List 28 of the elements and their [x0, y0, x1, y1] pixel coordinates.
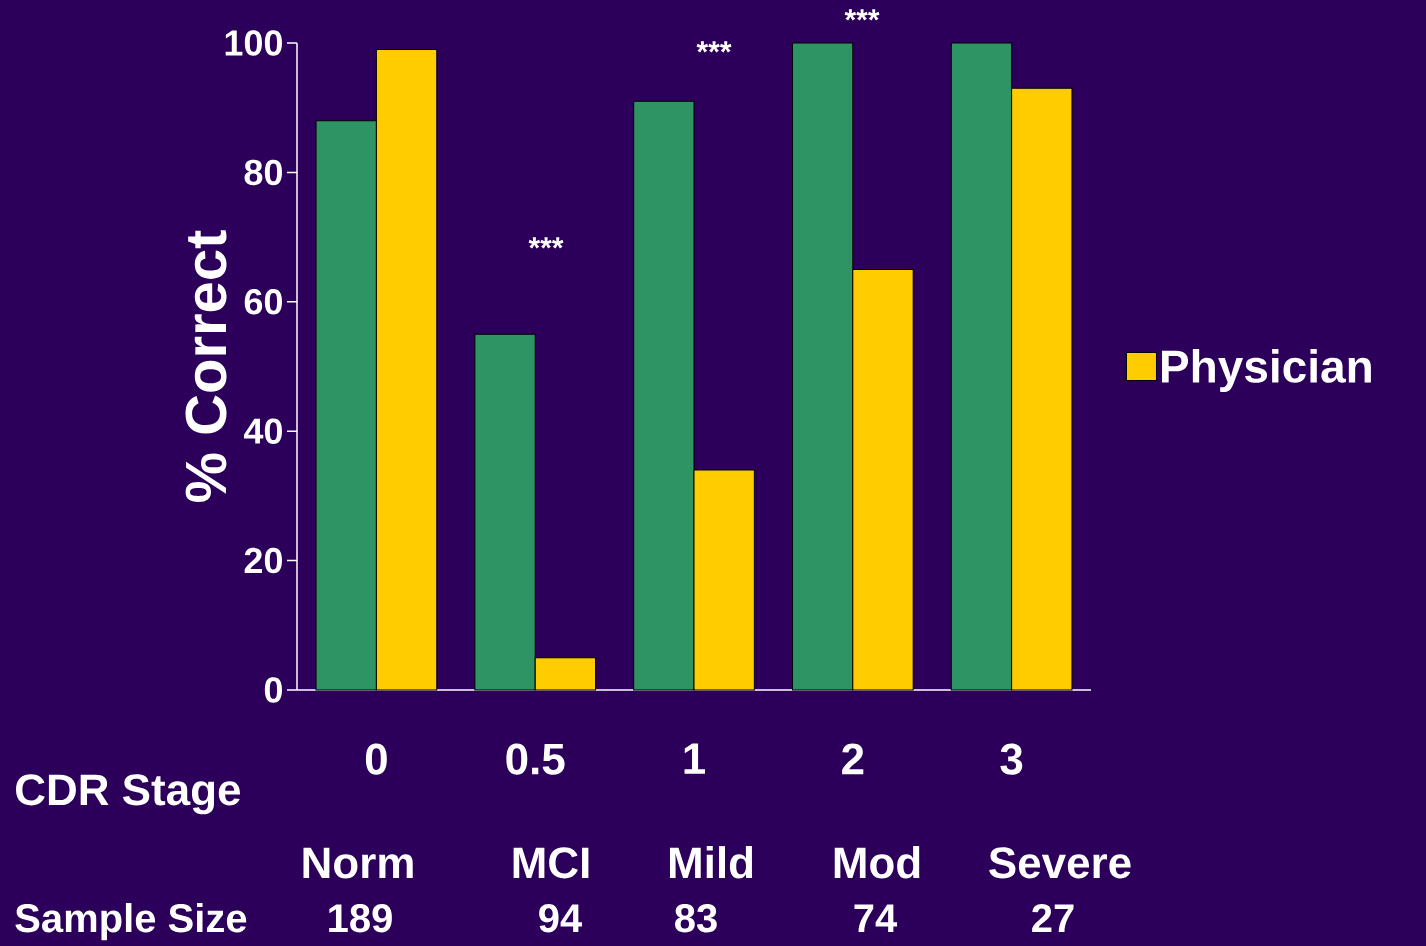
text: Mod	[834, 846, 920, 879]
text: Sample Size	[15, 903, 247, 941]
y-tick-label: 20	[244, 547, 282, 574]
x-axis-title: CDR Stage	[16, 774, 240, 815]
x-tick-label: 0	[365, 743, 387, 775]
x-tick-label: 1	[684, 743, 706, 774]
y-tick-label: 100	[225, 30, 282, 56]
text: MCI	[513, 847, 589, 879]
text: 74	[854, 904, 898, 932]
y-tick-label: 80	[244, 159, 282, 186]
text: 83	[675, 904, 717, 933]
x-tick-label: 0.5	[506, 743, 565, 775]
text: 189	[329, 904, 392, 933]
y-axis-title: % Correct	[185, 230, 227, 503]
text: 27	[1032, 904, 1074, 932]
y-tick-label: 0	[264, 677, 282, 703]
text: ***	[844, 9, 880, 21]
text: Mild	[669, 846, 753, 879]
text: Severe	[989, 847, 1131, 879]
x-tick-label: 2	[842, 743, 864, 775]
text: Norm	[303, 847, 413, 879]
x-tick-label: 3	[1000, 743, 1023, 775]
annotation: ***	[528, 237, 564, 249]
y-tick-label: 40	[243, 418, 282, 444]
y-tick-label: 60	[244, 289, 282, 315]
legend-label: Physician	[1162, 349, 1371, 392]
text: 94	[539, 904, 583, 933]
annotation: ***	[696, 41, 732, 53]
